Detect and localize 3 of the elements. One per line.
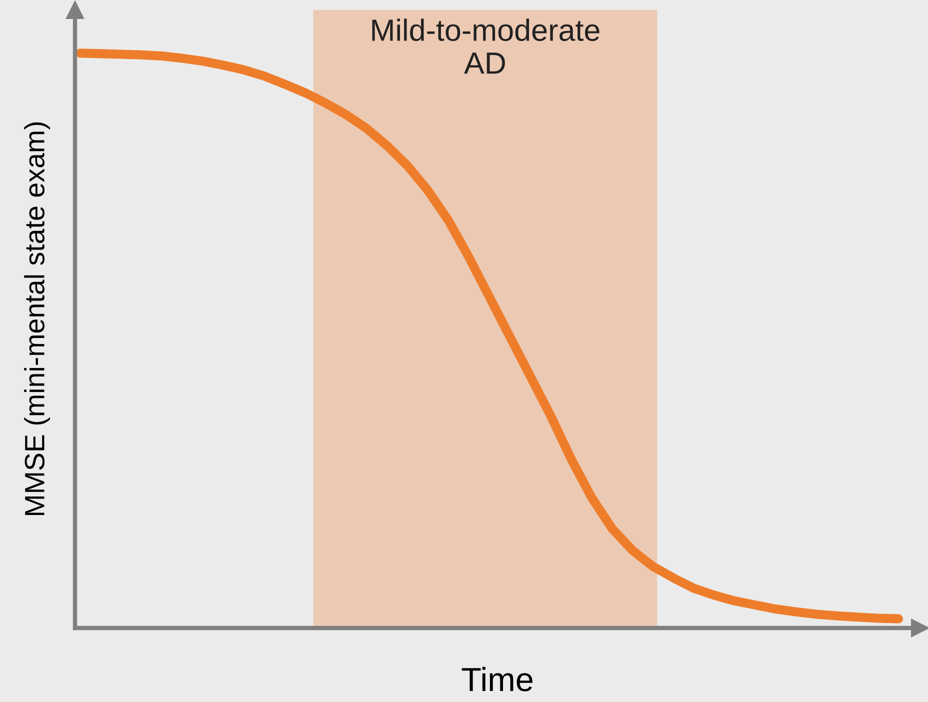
- y-axis-title: MMSE (mini-mental state exam): [24, 122, 50, 516]
- x-axis-title: Time: [462, 666, 532, 692]
- annotation: Mild-to-moderate AD: [372, 18, 600, 74]
